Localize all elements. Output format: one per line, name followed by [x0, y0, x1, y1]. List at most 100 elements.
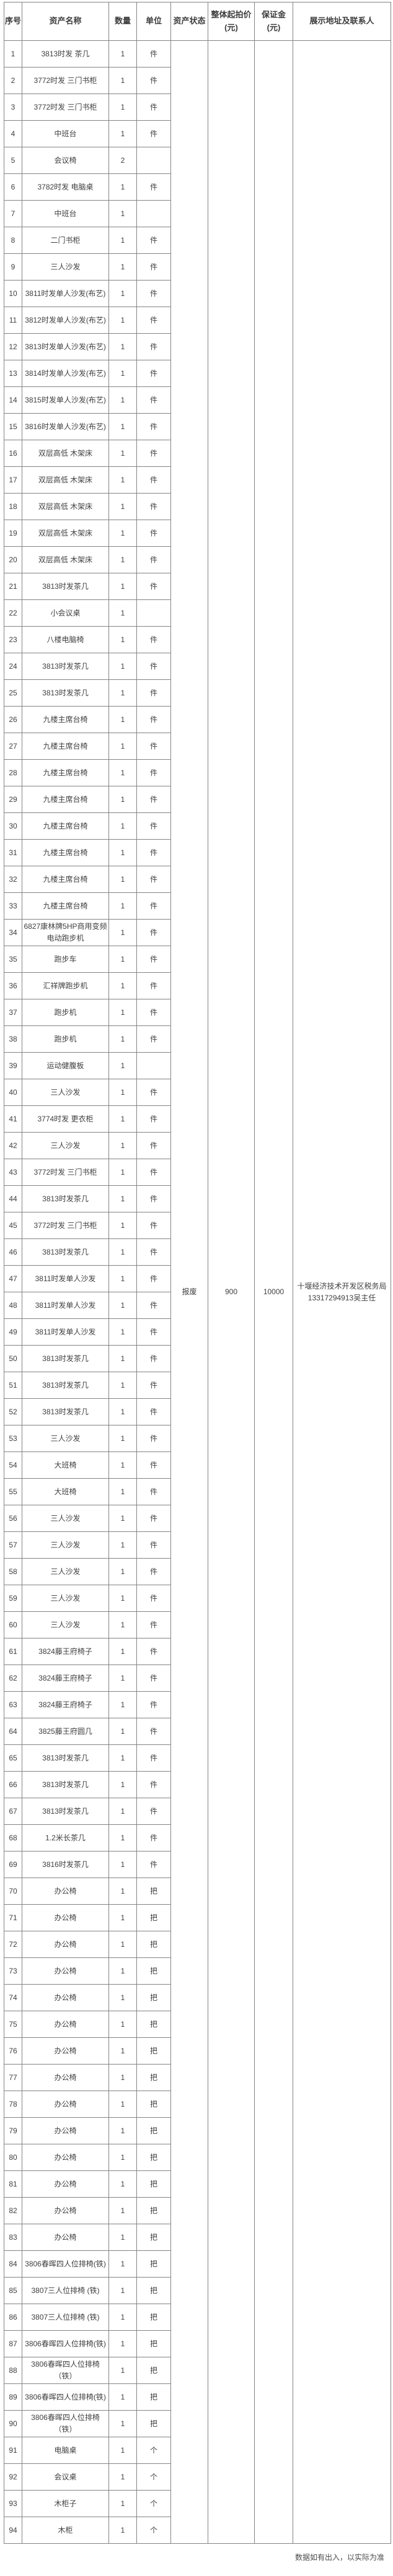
table-row: 69 3816时发茶几 1 件 [4, 1851, 391, 1878]
unit-cell: 件 [136, 546, 171, 573]
unit-cell: 件 [136, 1212, 171, 1239]
unit-cell: 件 [136, 1398, 171, 1425]
row-index-cell: 73 [4, 1957, 22, 1985]
row-index-cell: 14 [4, 386, 22, 414]
quantity-cell: 1 [108, 2170, 137, 2198]
row-index-cell: 10 [4, 280, 22, 307]
quantity-cell: 1 [108, 1771, 137, 1798]
table-row: 74 办公椅 1 把 [4, 1984, 391, 2011]
row-index-cell: 47 [4, 1265, 22, 1292]
asset-name-cell: 办公椅 [22, 2144, 109, 2171]
unit-cell: 件 [136, 1478, 171, 1505]
asset-name-cell: 3813时发茶几 [22, 573, 109, 600]
unit-cell: 件 [136, 1558, 171, 1585]
quantity-cell: 1 [108, 440, 137, 467]
unit-cell: 件 [136, 466, 171, 494]
table-row: 32 九楼主席台椅 1 件 [4, 866, 391, 893]
unit-cell: 把 [136, 2011, 171, 2038]
asset-name-cell: 办公椅 [22, 2224, 109, 2251]
row-index-cell: 78 [4, 2091, 22, 2118]
table-row: 82 办公椅 1 把 [4, 2197, 391, 2224]
header-row: 序号 资产名称 数量 单位 资产状态 整体起拍价 (元) 保证金 (元) 展示地… [4, 2, 391, 41]
quantity-cell: 1 [108, 2490, 137, 2517]
unit-cell: 件 [136, 626, 171, 653]
asset-name-cell: 三人沙发 [22, 1505, 109, 1532]
table-row: 59 三人沙发 1 件 [4, 1585, 391, 1612]
quantity-cell: 1 [108, 2277, 137, 2304]
table-row: 65 3813时发茶几 1 件 [4, 1744, 391, 1772]
quantity-cell: 1 [108, 2144, 137, 2171]
table-row: 72 办公椅 1 把 [4, 1931, 391, 1958]
unit-cell: 件 [136, 1585, 171, 1612]
quantity-cell: 1 [108, 1931, 137, 1958]
row-index-cell: 8 [4, 227, 22, 254]
asset-status-cell: 报废 [170, 40, 208, 2544]
asset-name-cell: 办公椅 [22, 2170, 109, 2198]
unit-cell: 把 [136, 2383, 171, 2411]
unit-cell: 把 [136, 1878, 171, 1905]
table-row: 63 3824藤王府椅子 1 件 [4, 1691, 391, 1718]
quantity-cell: 2 [108, 147, 137, 174]
quantity-cell: 1 [108, 866, 137, 893]
quantity-cell: 1 [108, 2197, 137, 2224]
asset-name-cell: 双层高低 木架床 [22, 466, 109, 494]
quantity-cell: 1 [108, 706, 137, 733]
row-index-cell: 6 [4, 173, 22, 201]
quantity-cell: 1 [108, 1478, 137, 1505]
row-index-cell: 1 [4, 40, 22, 67]
table-row: 41 3774时发 更衣柜 1 件 [4, 1105, 391, 1133]
table-row: 70 办公椅 1 把 [4, 1878, 391, 1905]
unit-cell: 件 [136, 1318, 171, 1346]
asset-name-cell: 办公椅 [22, 1931, 109, 1958]
row-index-cell: 26 [4, 706, 22, 733]
quantity-cell: 1 [108, 946, 137, 973]
unit-cell: 件 [136, 1238, 171, 1266]
quantity-cell: 1 [108, 1878, 137, 1905]
asset-name-cell: 九楼主席台椅 [22, 759, 109, 786]
quantity-cell: 1 [108, 2330, 137, 2357]
asset-name-cell: 三人沙发 [22, 1585, 109, 1612]
quantity-cell: 1 [108, 466, 137, 494]
asset-name-cell: 办公椅 [22, 2011, 109, 2038]
quantity-cell: 1 [108, 1824, 137, 1852]
table-row: 86 3807三人位排椅 (铁) 1 把 [4, 2304, 391, 2331]
unit-cell: 件 [136, 386, 171, 414]
table-row: 40 三人沙发 1 件 [4, 1079, 391, 1106]
unit-cell: 个 [136, 2437, 171, 2464]
quantity-cell: 1 [108, 1238, 137, 1266]
unit-cell: 件 [136, 1798, 171, 1825]
row-index-cell: 5 [4, 147, 22, 174]
table-row: 43 3772时发 三门书柜 1 件 [4, 1159, 391, 1186]
asset-table: 序号 资产名称 数量 单位 资产状态 整体起拍价 (元) 保证金 (元) 展示地… [4, 2, 391, 2544]
unit-cell: 个 [136, 2490, 171, 2517]
table-row: 68 1.2米长茶几 1 件 [4, 1824, 391, 1852]
quantity-cell: 1 [108, 1105, 137, 1133]
quantity-cell: 1 [108, 626, 137, 653]
row-index-cell: 82 [4, 2197, 22, 2224]
quantity-cell: 1 [108, 2410, 137, 2437]
unit-cell: 件 [136, 1345, 171, 1372]
row-index-cell: 52 [4, 1398, 22, 1425]
asset-name-cell: 三人沙发 [22, 1558, 109, 1585]
unit-cell: 件 [136, 413, 171, 440]
quantity-cell: 1 [108, 1372, 137, 1399]
row-index-cell: 4 [4, 120, 22, 147]
asset-name-cell: 3815时发单人沙发(布艺) [22, 386, 109, 414]
quantity-cell: 1 [108, 520, 137, 547]
quantity-cell: 1 [108, 2250, 137, 2278]
table-row: 22 小会议桌 1 [4, 599, 391, 627]
quantity-cell: 1 [108, 573, 137, 600]
quantity-cell: 1 [108, 1159, 137, 1186]
table-row: 37 跑步机 1 件 [4, 999, 391, 1026]
row-index-cell: 89 [4, 2383, 22, 2411]
row-index-cell: 63 [4, 1691, 22, 1718]
table-row: 10 3811时发单人沙发(布艺) 1 件 [4, 280, 391, 307]
quantity-cell: 1 [108, 1851, 137, 1878]
unit-cell: 件 [136, 573, 171, 600]
quantity-cell: 1 [108, 999, 137, 1026]
asset-name-cell: 3813时发茶几 [22, 1345, 109, 1372]
row-index-cell: 22 [4, 599, 22, 627]
unit-cell: 把 [136, 2277, 171, 2304]
quantity-cell: 1 [108, 1079, 137, 1106]
unit-cell: 把 [136, 2170, 171, 2198]
